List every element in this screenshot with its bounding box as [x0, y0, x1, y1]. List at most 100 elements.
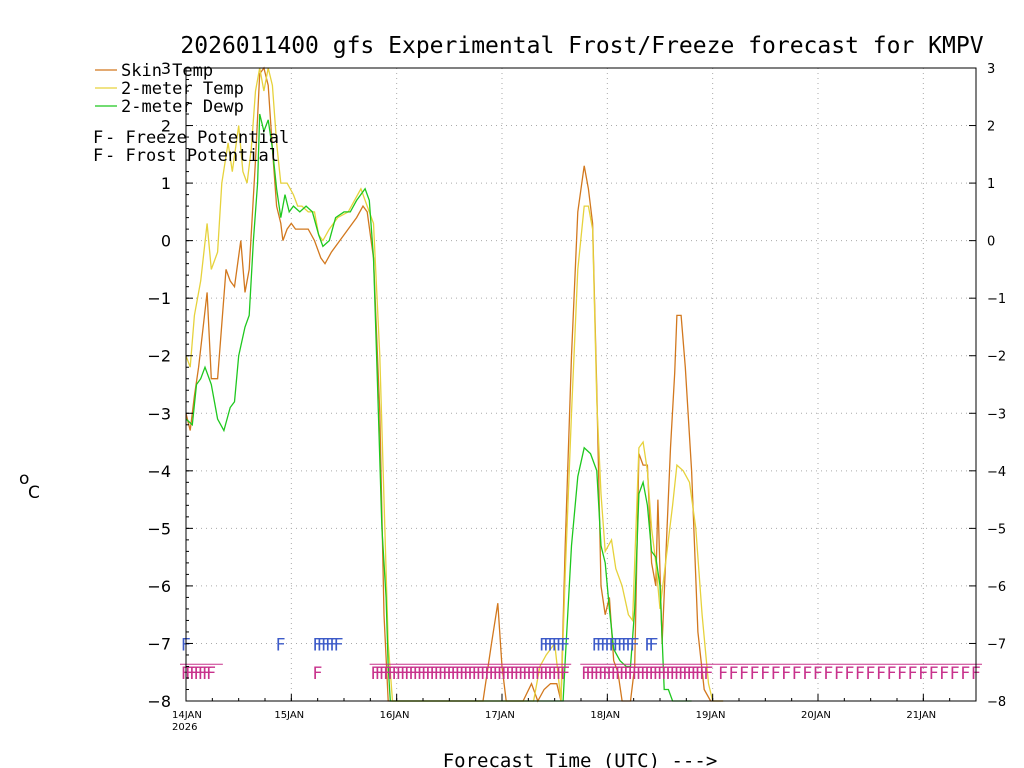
y-tick-label: 0 [161, 232, 171, 251]
freeze-potential-marker: F [628, 664, 638, 684]
freeze-potential-marker: F [392, 664, 402, 684]
frost-potential-marker: F [644, 635, 654, 655]
freeze-potential-marker: F [585, 664, 595, 684]
legend-entry: 2-meter Dewp [121, 97, 244, 117]
freeze-potential-marker: F [918, 664, 928, 684]
freeze-potential-marker: F [598, 664, 608, 684]
frost-potential-marker: F [604, 635, 614, 655]
freeze-potential-marker: F [623, 664, 633, 684]
freeze-potential-marker: F [908, 664, 918, 684]
y-tick-label: −6 [147, 577, 171, 596]
y-tick-label-right: 0 [987, 235, 995, 250]
freeze-potential-marker: F [442, 664, 452, 684]
legend-potential-label: - Frost Potential [105, 146, 279, 166]
x-tick-label: 17JAN [485, 710, 515, 721]
y-tick-label: −8 [147, 692, 171, 711]
freeze-potential-marker: F [887, 664, 897, 684]
freeze-potential-marker: F [611, 664, 621, 684]
freeze-potential-marker: F [556, 664, 566, 684]
freeze-potential-marker: F [548, 664, 558, 684]
x-axis-label: Forecast Time (UTC) ---> [443, 750, 718, 768]
y-axis-unit: C [28, 483, 40, 503]
freeze-potential-marker: F [653, 664, 663, 684]
freeze-potential-marker: F [682, 664, 692, 684]
y-axis-label: o C [19, 469, 40, 503]
freeze-potential-marker: F [649, 664, 659, 684]
freeze-potential-marker: F [560, 664, 570, 684]
y-axis-left: −8 −7 −6 −5 −4 −3 −2 −1 0 1 2 3 [147, 59, 193, 711]
freeze-potential-marker: F [484, 664, 494, 684]
freeze-potential-marker: F [950, 664, 960, 684]
freeze-potential-marker: F [404, 664, 414, 684]
freeze-potential-marker: F [434, 664, 444, 684]
freeze-potential-marker: F [413, 664, 423, 684]
freeze-potential-marker: F [674, 664, 684, 684]
plot-frame [185, 67, 977, 702]
freeze-potential-marker: F [670, 664, 680, 684]
y-tick-label: 2 [161, 117, 171, 136]
freeze-potential-marker: F [640, 664, 650, 684]
series-line-skin-temp [185, 66, 724, 703]
freeze-potential-marker: F [929, 664, 939, 684]
frost-potential-marker: F [609, 635, 619, 655]
freeze-potential-marker: F [739, 664, 749, 684]
frost-potential-marker: F [548, 635, 558, 655]
y-tick-label: −2 [147, 347, 171, 366]
frost-potential-marker: F [613, 635, 623, 655]
y-tick-label-right: −7 [987, 637, 1006, 652]
frost-potential-marker: F [313, 635, 323, 655]
frost-potential-marker: F [539, 635, 549, 655]
freeze-potential-marker: F [897, 664, 907, 684]
freeze-potential-marker: F [615, 664, 625, 684]
frost-potential-marker: F [560, 635, 570, 655]
frost-potential-marker: F [621, 635, 631, 655]
freeze-potential-marker: F [400, 664, 410, 684]
freeze-potential-marker: F [678, 664, 688, 684]
freeze-potential-marker: F [644, 664, 654, 684]
freeze-potential-marker: F [632, 664, 642, 684]
freeze-potential-marker: F [960, 664, 970, 684]
freeze-potential-marker: F [855, 664, 865, 684]
legend-potential-symbol: F [93, 128, 103, 148]
freeze-potential-marker: F [514, 664, 524, 684]
freeze-potential-marker: F [493, 664, 503, 684]
y-tick-label-right: 3 [987, 62, 995, 77]
freeze-potential-marker: F [590, 664, 600, 684]
freeze-potential-marker: F [703, 664, 713, 684]
gridlines [186, 68, 976, 701]
freeze-potential-marker: F [781, 664, 791, 684]
frost-potential-marker: F [321, 635, 331, 655]
legend-entry: Skin Temp [121, 61, 213, 81]
frost-potential-marker: F [592, 635, 602, 655]
freeze-potential-marker: F [695, 664, 705, 684]
freeze-potential-marker: F [455, 664, 465, 684]
freeze-potential-marker: F [313, 664, 323, 684]
freeze-potential-marker: F [531, 664, 541, 684]
series-lines [185, 66, 724, 703]
freeze-potential-marker: F [198, 664, 208, 684]
y-tick-label: −4 [147, 462, 171, 481]
freeze-potential-marker: F [409, 664, 419, 684]
freeze-potential-marker: F [472, 664, 482, 684]
freeze-potential-marker: F [505, 664, 515, 684]
freeze-potential-marker: F [699, 664, 709, 684]
freeze-potential-marker: F [438, 664, 448, 684]
y-tick-label: −1 [147, 289, 171, 308]
frost-potential-marker: F [325, 635, 335, 655]
y-axis-degree: o [19, 469, 29, 489]
y-tick-label: 1 [161, 174, 171, 193]
freeze-potential-marker: F [510, 664, 520, 684]
freeze-potential-marker: F [396, 664, 406, 684]
frost-potential-marker: F [552, 635, 562, 655]
freeze-potential-marker: F [387, 664, 397, 684]
legend-entry: 2-meter Temp [121, 79, 244, 99]
freeze-potential-marker: F [750, 664, 760, 684]
x-tick-label: 21JAN [906, 710, 936, 721]
frost-potential-marker: F [330, 635, 340, 655]
freeze-potential-marker: F [194, 664, 204, 684]
frost-potential-marker: F [617, 635, 627, 655]
frost-potential-marker: F [630, 635, 640, 655]
freeze-potential-marker: F [691, 664, 701, 684]
